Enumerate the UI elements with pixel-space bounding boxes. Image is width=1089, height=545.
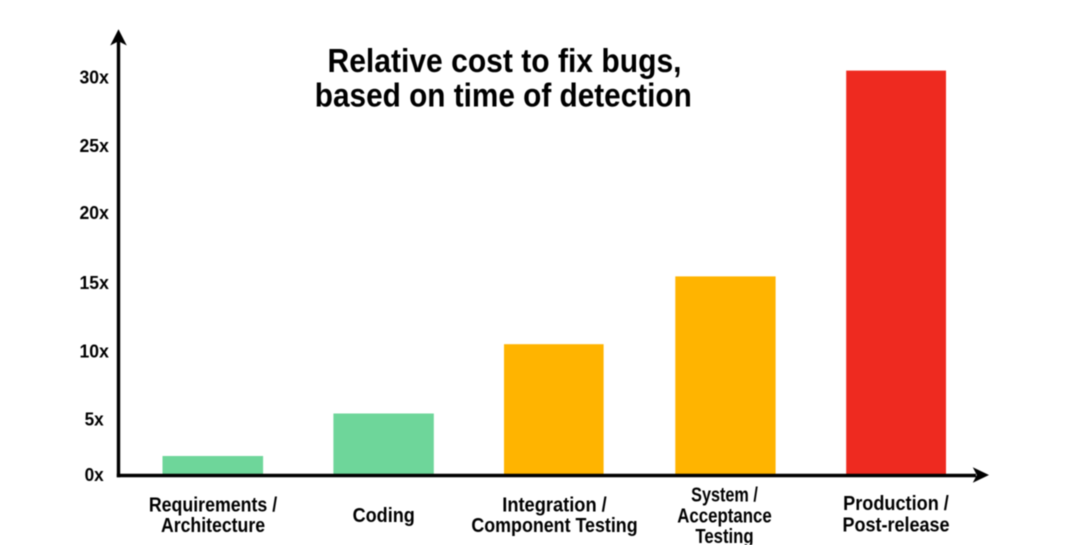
svg-text:25x: 25x: [80, 136, 109, 156]
svg-text:0x: 0x: [85, 465, 104, 485]
svg-text:System /: System /: [691, 485, 758, 507]
svg-text:15x: 15x: [80, 273, 109, 293]
svg-text:Coding: Coding: [353, 505, 415, 527]
svg-text:Integration /: Integration /: [502, 495, 607, 517]
svg-text:30x: 30x: [80, 68, 109, 88]
svg-text:Component Testing: Component Testing: [471, 515, 637, 537]
svg-text:based on time of detection: based on time of detection: [315, 77, 692, 114]
svg-text:Post-release: Post-release: [842, 514, 949, 536]
svg-text:10x: 10x: [80, 342, 109, 362]
svg-text:Acceptance: Acceptance: [677, 505, 772, 527]
svg-text:Relative cost to fix bugs,: Relative cost to fix bugs,: [328, 42, 682, 79]
svg-text:Requirements /: Requirements /: [149, 495, 278, 517]
svg-text:Production /: Production /: [843, 493, 949, 515]
svg-text:Testing: Testing: [695, 526, 753, 545]
svg-text:20x: 20x: [80, 203, 109, 223]
svg-text:5x: 5x: [85, 409, 104, 429]
svg-text:Architecture: Architecture: [161, 515, 265, 537]
